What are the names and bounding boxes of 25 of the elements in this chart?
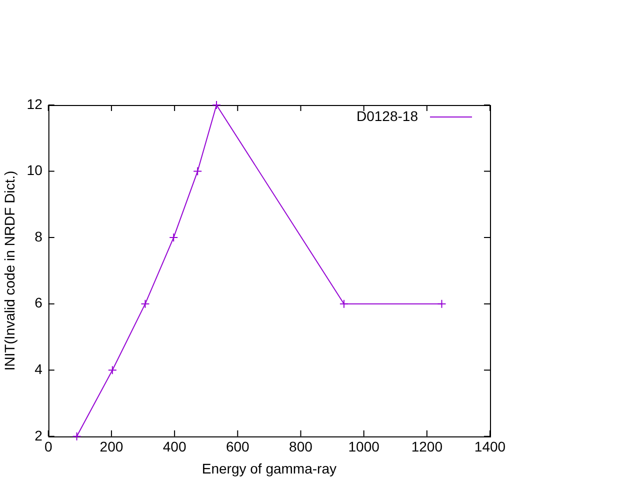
y-tick-label: 6: [34, 294, 43, 311]
point: [72, 432, 82, 441]
y-tick-label: 8: [34, 228, 43, 244]
x-axis-title: Energy of gamma-ray: [202, 460, 336, 476]
x-tick-label: 1000: [348, 438, 380, 455]
text: D0128-18: [356, 108, 418, 124]
point: [212, 100, 222, 110]
point: [108, 366, 117, 375]
x-tick-label: 600: [226, 438, 250, 455]
y-tick-label: 2: [34, 427, 43, 444]
point: [339, 299, 348, 308]
x-tick-label: 200: [100, 438, 124, 455]
point: [437, 299, 446, 308]
point: [169, 233, 178, 242]
y-tick-label: 4: [34, 360, 43, 377]
x-tick-label: 400: [162, 438, 186, 455]
x-tick-label: 0: [44, 438, 52, 455]
x-tick-label: 1400: [474, 438, 506, 455]
y-tick-label: 12: [26, 96, 43, 112]
y-axis-title: INIT(Invalid code in NRDF Dict.): [1, 170, 18, 371]
point: [140, 299, 150, 308]
y-tick-label: 10: [26, 162, 43, 178]
point: [193, 166, 202, 176]
x-tick-label: 1200: [411, 438, 443, 455]
x-tick-label: 800: [289, 438, 313, 455]
